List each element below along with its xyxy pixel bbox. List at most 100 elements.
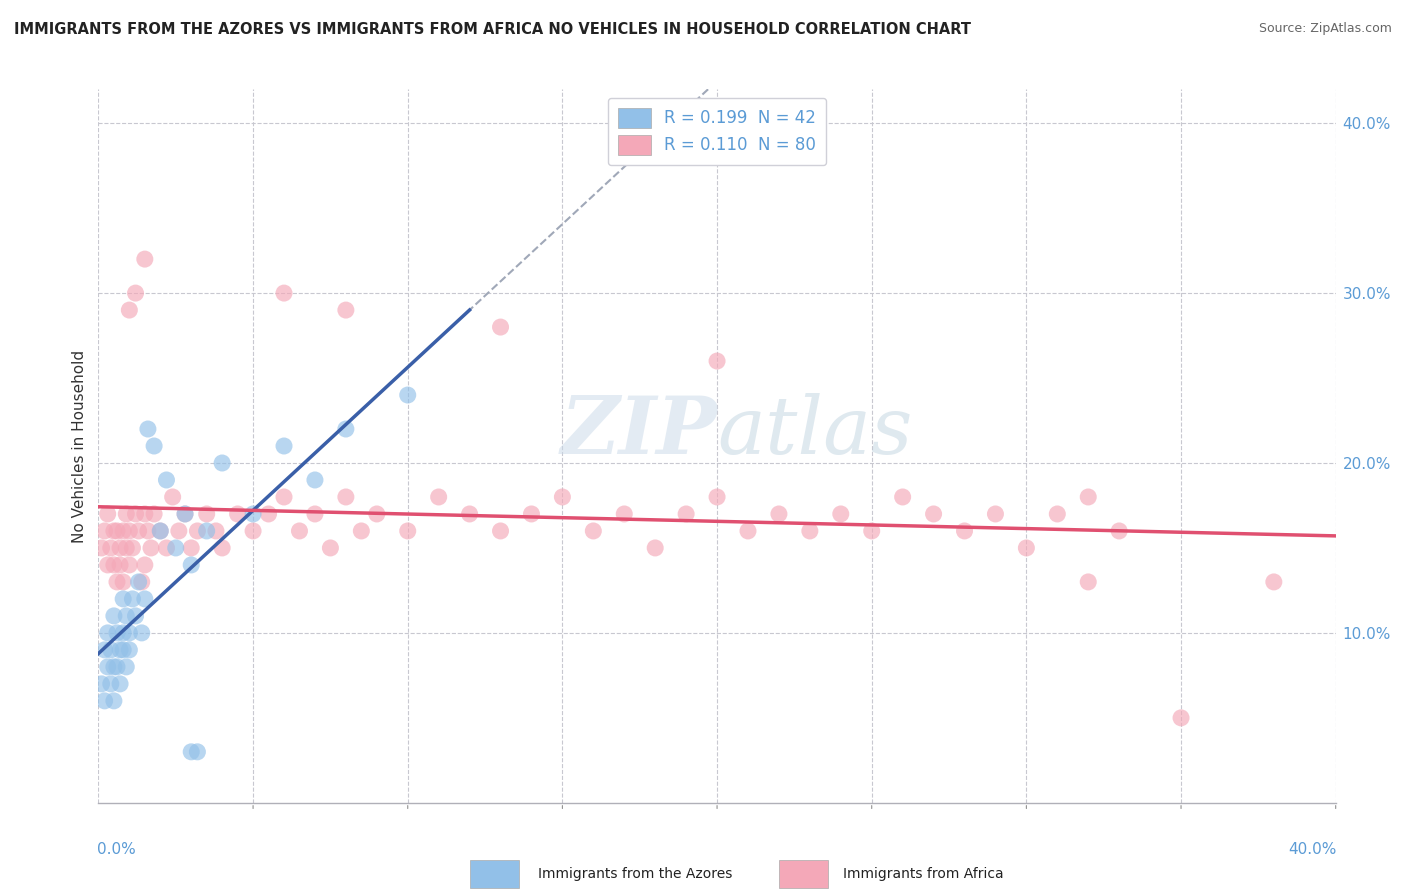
Point — [195, 524, 218, 538]
Text: Source: ZipAtlas.com: Source: ZipAtlas.com — [1258, 22, 1392, 36]
Point — [100, 677, 122, 691]
Point — [860, 524, 883, 538]
Point — [155, 541, 177, 555]
Point — [1108, 524, 1130, 538]
Point — [273, 490, 295, 504]
Point — [134, 507, 156, 521]
Point — [103, 608, 125, 623]
Point — [108, 558, 131, 572]
Point — [186, 745, 208, 759]
Point — [115, 660, 138, 674]
Point — [675, 507, 697, 521]
Point — [112, 626, 135, 640]
Point — [1046, 507, 1069, 521]
Point — [520, 507, 543, 521]
Point — [93, 694, 115, 708]
Point — [143, 439, 166, 453]
FancyBboxPatch shape — [779, 860, 828, 888]
Point — [105, 524, 128, 538]
Point — [112, 643, 135, 657]
Point — [706, 490, 728, 504]
Point — [830, 507, 852, 521]
Point — [93, 524, 115, 538]
Text: Immigrants from the Azores: Immigrants from the Azores — [537, 867, 733, 881]
Point — [984, 507, 1007, 521]
FancyBboxPatch shape — [470, 860, 519, 888]
Point — [1015, 541, 1038, 555]
Point — [115, 608, 138, 623]
Point — [186, 524, 208, 538]
Point — [108, 643, 131, 657]
Point — [257, 507, 280, 521]
Point — [551, 490, 574, 504]
Point — [582, 524, 605, 538]
Point — [97, 660, 120, 674]
Text: atlas: atlas — [717, 393, 912, 470]
Point — [180, 745, 202, 759]
Point — [335, 490, 357, 504]
Point — [97, 558, 120, 572]
Point — [180, 558, 202, 572]
Point — [155, 473, 177, 487]
Point — [162, 490, 184, 504]
Point — [167, 524, 190, 538]
Point — [1263, 574, 1285, 589]
Point — [97, 626, 120, 640]
Point — [242, 507, 264, 521]
Point — [174, 507, 197, 521]
Point — [211, 456, 233, 470]
Point — [103, 524, 125, 538]
Point — [124, 608, 146, 623]
Point — [134, 591, 156, 606]
Point — [112, 591, 135, 606]
Point — [112, 574, 135, 589]
Point — [134, 252, 156, 266]
Point — [211, 541, 233, 555]
Point — [90, 677, 112, 691]
Point — [366, 507, 388, 521]
Point — [121, 541, 143, 555]
Point — [105, 626, 128, 640]
Point — [131, 574, 153, 589]
Point — [112, 524, 135, 538]
Point — [737, 524, 759, 538]
Point — [121, 591, 143, 606]
Point — [103, 660, 125, 674]
Point — [489, 524, 512, 538]
Y-axis label: No Vehicles in Household: No Vehicles in Household — [72, 350, 87, 542]
Point — [128, 524, 150, 538]
Point — [335, 422, 357, 436]
Point — [613, 507, 636, 521]
Point — [149, 524, 172, 538]
Point — [1077, 490, 1099, 504]
Point — [118, 626, 141, 640]
Point — [108, 541, 131, 555]
Point — [1170, 711, 1192, 725]
Point — [149, 524, 172, 538]
Point — [427, 490, 450, 504]
Legend: R = 0.199  N = 42, R = 0.110  N = 80: R = 0.199 N = 42, R = 0.110 N = 80 — [607, 97, 827, 165]
Text: ZIP: ZIP — [560, 393, 717, 470]
Point — [136, 422, 159, 436]
Point — [118, 524, 141, 538]
Point — [396, 388, 419, 402]
Text: IMMIGRANTS FROM THE AZORES VS IMMIGRANTS FROM AFRICA NO VEHICLES IN HOUSEHOLD CO: IMMIGRANTS FROM THE AZORES VS IMMIGRANTS… — [14, 22, 972, 37]
Point — [139, 541, 162, 555]
Text: Immigrants from Africa: Immigrants from Africa — [844, 867, 1004, 881]
Point — [93, 643, 115, 657]
Point — [108, 677, 131, 691]
Point — [288, 524, 311, 538]
Point — [922, 507, 945, 521]
Point — [115, 507, 138, 521]
Point — [458, 507, 481, 521]
Point — [891, 490, 914, 504]
Point — [1077, 574, 1099, 589]
Point — [242, 524, 264, 538]
Point — [768, 507, 790, 521]
Point — [143, 507, 166, 521]
Text: 0.0%: 0.0% — [97, 842, 136, 857]
Point — [118, 643, 141, 657]
Point — [319, 541, 342, 555]
Point — [335, 303, 357, 318]
Point — [304, 473, 326, 487]
